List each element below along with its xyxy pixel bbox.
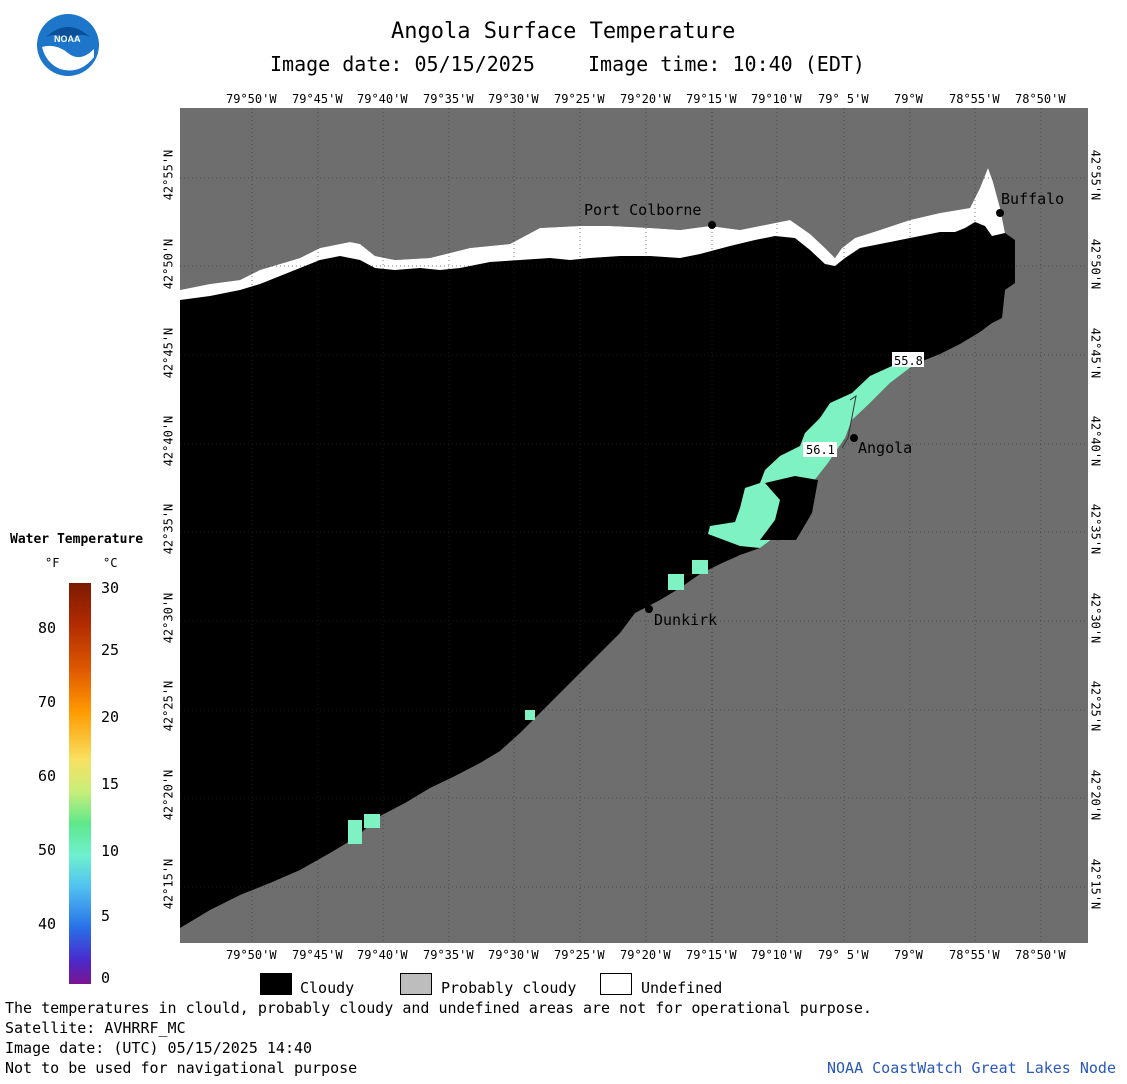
noaa-logo: NOAA (36, 13, 100, 77)
buffalo-marker (996, 209, 1004, 217)
interior-cloud-pixels (760, 476, 818, 540)
lon-label: 79°50'W (226, 948, 277, 962)
colorbar-label-c: 5 (101, 907, 111, 925)
legend-label-cloudy: Cloudy (300, 979, 355, 997)
water-cell (525, 710, 535, 720)
graticule (180, 108, 1088, 943)
colorbar-label-c: 10 (101, 842, 120, 860)
lon-label: 79°50'W (226, 92, 277, 106)
lat-label: 42°45'N (161, 327, 176, 379)
undefined-coastal-strip (180, 168, 1005, 300)
lat-label: 42°40'N (161, 415, 176, 467)
water-cell (668, 574, 684, 590)
reading-box-2 (803, 442, 837, 457)
lon-label: 79°45'W (292, 948, 343, 962)
colorbar-unit-c: °C (103, 556, 118, 570)
footer-utc-date: Image date: (UTC) 05/15/2025 14:40 (5, 1039, 313, 1057)
lon-label: 78°55'W (949, 948, 1000, 962)
footer-satellite: Satellite: AVHRRF_MC (5, 1019, 186, 1037)
lon-label: 79°35'W (423, 92, 474, 106)
lat-label: 42°55'N (161, 149, 176, 201)
lat-label: 42°25'N (1088, 680, 1103, 732)
water-cell (364, 814, 380, 828)
lat-label: 42°15'N (161, 858, 176, 910)
lon-label: 78°50'W (1015, 948, 1066, 962)
lon-label: 79°10'W (751, 92, 802, 106)
lon-label: 79°40'W (357, 948, 408, 962)
lon-label: 79°10'W (751, 948, 802, 962)
colorbar-label-c: 20 (101, 708, 120, 726)
colorbar-unit-f: °F (45, 556, 60, 570)
legend-label-probably-cloudy: Probably cloudy (441, 979, 577, 997)
temperature-reading: 56.1 (806, 443, 835, 457)
image-date: Image date: 05/15/2025 (270, 52, 535, 76)
place-label-angola: Angola (858, 439, 913, 457)
lon-label: 79°15'W (686, 948, 737, 962)
colorbar-label-f: 70 (38, 693, 57, 711)
lon-label: 79°20'W (620, 92, 671, 106)
colorbar-label-c: 15 (101, 775, 120, 793)
colorbar-label-c: 0 (101, 969, 111, 987)
reading-box-1 (892, 352, 924, 367)
legend-swatch-probably-cloudy (400, 973, 432, 995)
lat-label: 42°40'N (1088, 415, 1103, 467)
lon-label: 79°20'W (620, 948, 671, 962)
legend-swatch-undefined (600, 973, 632, 995)
colorbar-label-f: 60 (38, 767, 57, 785)
footer-note: The temperatures in clould, probably clo… (5, 999, 872, 1017)
colorbar-label-c: 30 (101, 579, 120, 597)
dunkirk-marker (645, 605, 653, 613)
lon-label: 79°45'W (292, 92, 343, 106)
image-time: Image time: 10:40 (EDT) (588, 52, 865, 76)
lake-cloud-area (180, 168, 1015, 928)
lon-label: 79° 5'W (818, 92, 869, 106)
water-cell (692, 560, 708, 574)
footer-nav-warning: Not to be used for navigational purpose (5, 1059, 358, 1077)
shoreline-contour (841, 394, 857, 449)
colorbar-title: Water Temperature (10, 532, 144, 547)
lat-label: 42°20'N (1088, 769, 1103, 821)
temperature-map (180, 108, 1088, 943)
colorbar-label-f: 80 (38, 619, 57, 637)
lon-label: 79°35'W (423, 948, 474, 962)
lon-label: 78°55'W (949, 92, 1000, 106)
lat-label: 42°35'N (1088, 503, 1103, 555)
lat-label: 42°20'N (161, 769, 176, 821)
lon-label: 79°30'W (488, 948, 539, 962)
lon-label: 78°50'W (1015, 92, 1066, 106)
lon-label: 79°25'W (554, 948, 605, 962)
angola-marker (850, 434, 858, 442)
lat-label: 42°30'N (1088, 592, 1103, 644)
water-cell (348, 820, 362, 844)
lat-label: 42°50'N (1088, 238, 1103, 290)
lat-label: 42°30'N (161, 592, 176, 644)
footer-credit-link[interactable]: NOAA CoastWatch Great Lakes Node (827, 1059, 1116, 1077)
lon-label: 79°40'W (357, 92, 408, 106)
lon-label: 79° 5'W (818, 948, 869, 962)
lat-label: 42°25'N (161, 680, 176, 732)
legend-swatch-cloudy (260, 973, 292, 995)
map-title: Angola Surface Temperature (391, 19, 736, 44)
place-label-dunkirk: Dunkirk (654, 611, 718, 629)
colorbar-label-f: 50 (38, 841, 57, 859)
lon-label: 79°30'W (488, 92, 539, 106)
lat-label: 42°50'N (161, 238, 176, 290)
lat-label: 42°45'N (1088, 327, 1103, 379)
temperature-reading: 55.8 (894, 354, 923, 368)
noaa-logo-text: NOAA (54, 34, 81, 44)
lon-label: 79°W (894, 948, 923, 962)
lon-label: 79°25'W (554, 92, 605, 106)
colorbar-label-c: 25 (101, 641, 120, 659)
lon-label: 79°W (894, 92, 923, 106)
lat-label: 42°55'N (1088, 149, 1103, 201)
legend-label-undefined: Undefined (641, 979, 723, 997)
lon-label: 79°15'W (686, 92, 737, 106)
colorbar-label-f: 40 (38, 915, 57, 933)
lat-label: 42°35'N (161, 503, 176, 555)
colorbar (69, 583, 91, 984)
place-label-port-colborne: Port Colborne (584, 201, 702, 219)
place-label-buffalo: Buffalo (1001, 190, 1065, 208)
lat-label: 42°15'N (1088, 858, 1103, 910)
port-colborne-marker (708, 221, 716, 229)
